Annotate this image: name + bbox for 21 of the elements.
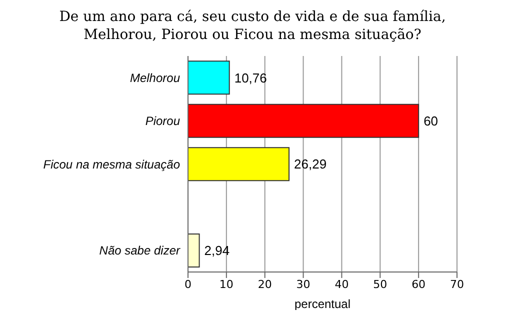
y-tick-label: Ficou na mesma situação <box>43 157 180 172</box>
y-tick-label: Melhorou <box>130 70 180 85</box>
data-label: 60 <box>424 114 438 128</box>
bar <box>188 147 290 182</box>
y-tick-label: Não sabe dizer <box>99 244 181 258</box>
data-label: 26,29 <box>294 156 327 172</box>
x-tick-label: 30 <box>296 278 310 291</box>
bar <box>188 233 200 268</box>
x-tick-label: 70 <box>450 278 464 291</box>
x-tick-label: 10 <box>219 278 234 291</box>
x-tick-label: 0 <box>184 278 192 291</box>
x-tick-label: 60 <box>412 278 426 291</box>
data-label: 10,76 <box>234 70 267 86</box>
data-label: 2,94 <box>204 243 230 258</box>
bar <box>188 104 420 138</box>
chart-title: De um ano para cá, seu custo de vida e de sua família, Melhorou, Piorou ou Ficou na mesma situação? <box>58 8 447 44</box>
x-tick-label: 40 <box>334 278 349 291</box>
x-tick-label: 20 <box>258 278 272 291</box>
bar <box>188 60 230 95</box>
y-tick-label: Piorou <box>145 114 180 128</box>
x-tick-label: 50 <box>373 278 388 291</box>
